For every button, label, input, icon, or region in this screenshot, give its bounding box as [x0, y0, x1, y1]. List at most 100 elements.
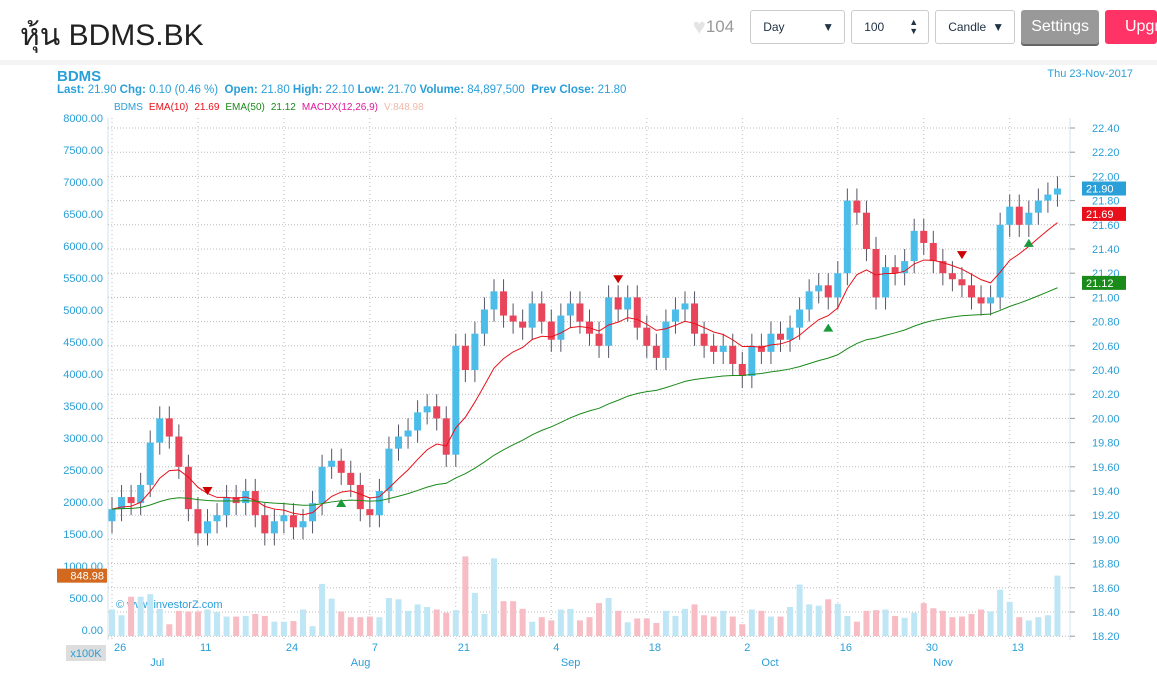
- candle: [490, 291, 498, 310]
- sell-signal-icon: [202, 487, 213, 496]
- candle: [146, 442, 154, 485]
- legend-ema10: EMA(10): [148, 102, 189, 113]
- volume-bar: [271, 621, 278, 636]
- volume-bar: [385, 598, 392, 636]
- candle: [299, 521, 307, 528]
- volume-bar: [252, 614, 259, 636]
- price-tick-label: 18.40: [1092, 607, 1120, 619]
- chart-type-select[interactable]: Candle ▼: [935, 10, 1016, 44]
- candle: [347, 472, 355, 485]
- price-tick-label: 18.60: [1092, 583, 1120, 595]
- candle: [328, 460, 336, 467]
- stepper-icon[interactable]: ▲ ▼: [909, 17, 919, 36]
- candle: [528, 303, 536, 328]
- volume-bar: [739, 624, 746, 636]
- volume-bar: [1006, 601, 1013, 636]
- date-tick-label: 7: [372, 642, 378, 654]
- price-tick-label: 18.80: [1092, 559, 1120, 571]
- volume-bar: [156, 608, 163, 636]
- volume-tick-label: 8000.00: [63, 113, 103, 125]
- volume-bar: [1035, 617, 1042, 636]
- volume-bar: [825, 599, 832, 636]
- volume-bar: [691, 604, 698, 636]
- candle: [681, 303, 689, 310]
- volume-tick-label: 500.00: [69, 593, 103, 605]
- candle: [920, 230, 928, 243]
- like-button[interactable]: ♥ 104: [693, 14, 734, 40]
- ema50-line: [111, 287, 1058, 510]
- date-tick-label: 26: [114, 642, 126, 654]
- volume-bar: [815, 605, 822, 636]
- volume-bar: [911, 612, 918, 636]
- volume-bar: [892, 615, 899, 636]
- volume-bar: [300, 609, 306, 636]
- legend-symbol: BDMS: [114, 102, 143, 113]
- candle: [184, 466, 192, 510]
- last-label: Last:: [57, 84, 85, 96]
- volume-bar: [233, 616, 240, 636]
- candle: [1006, 206, 1014, 225]
- candle: [767, 333, 775, 352]
- period-value: Day: [763, 20, 785, 34]
- candle: [872, 249, 880, 298]
- candle: [500, 291, 508, 316]
- candle: [175, 436, 183, 467]
- sell-signal-icon: [956, 251, 967, 260]
- volume-tick-label: 6500.00: [63, 209, 103, 221]
- chart-panel: [0, 60, 1157, 675]
- volume-bar: [930, 608, 937, 636]
- buy-signal-icon: [823, 323, 834, 332]
- sell-signal-icon: [613, 275, 624, 284]
- candle: [700, 333, 708, 346]
- volume-tick-label: 5500.00: [63, 273, 103, 285]
- legend-ema10-value: 21.69: [194, 102, 220, 113]
- volume-bar: [653, 622, 660, 636]
- volume-bar: [395, 599, 402, 636]
- volume-bar: [968, 614, 975, 636]
- candle: [366, 509, 374, 516]
- last-price-badge-label: 21.90: [1086, 184, 1114, 196]
- volume-bar: [376, 617, 383, 636]
- candle: [910, 230, 918, 262]
- candle: [194, 509, 202, 534]
- volume-bar: [500, 601, 507, 636]
- candle: [757, 345, 765, 352]
- month-label: Nov: [933, 657, 953, 669]
- volume-bar: [615, 610, 622, 636]
- candle: [968, 285, 975, 298]
- count-stepper[interactable]: 100 ▲ ▼: [851, 10, 930, 44]
- date-tick-label: 24: [286, 642, 298, 654]
- volume-bar: [328, 598, 335, 636]
- volume-bar: [576, 620, 583, 636]
- upgrade-button[interactable]: Upgrade: [1105, 10, 1157, 44]
- quote-info: Last: 21.90 Chg: 0.10 (0.46 %) Open: 21.…: [57, 84, 626, 96]
- volume-bar: [777, 616, 784, 636]
- ema10-badge: [1082, 206, 1126, 221]
- settings-button[interactable]: Settings: [1021, 10, 1099, 44]
- volume-bar: [1016, 617, 1023, 636]
- candle: [738, 363, 746, 377]
- volume-tick-label: 4000.00: [63, 369, 103, 381]
- candle: [987, 297, 995, 304]
- candle: [137, 484, 145, 504]
- ema10-line: [111, 222, 1058, 516]
- volume-bar: [347, 617, 354, 636]
- volume-tick-label: 0.00: [82, 625, 103, 637]
- price-tick-label: 21.40: [1092, 244, 1120, 256]
- volume-tick-label: 2500.00: [63, 465, 103, 477]
- month-label: Jul: [150, 657, 164, 669]
- period-select[interactable]: Day ▼: [750, 10, 846, 44]
- volume-bar: [672, 615, 679, 636]
- legend-volume: V:848.98: [384, 102, 424, 113]
- last-value: 21.90: [87, 84, 117, 96]
- volume-bar: [433, 609, 440, 636]
- candle: [948, 273, 956, 280]
- volume-bar: [596, 603, 603, 636]
- date-tick-label: 13: [1012, 642, 1024, 654]
- candle: [777, 333, 784, 340]
- candle: [442, 418, 450, 455]
- candle: [633, 297, 641, 328]
- candle: [385, 448, 393, 491]
- high-label: High:: [292, 84, 323, 96]
